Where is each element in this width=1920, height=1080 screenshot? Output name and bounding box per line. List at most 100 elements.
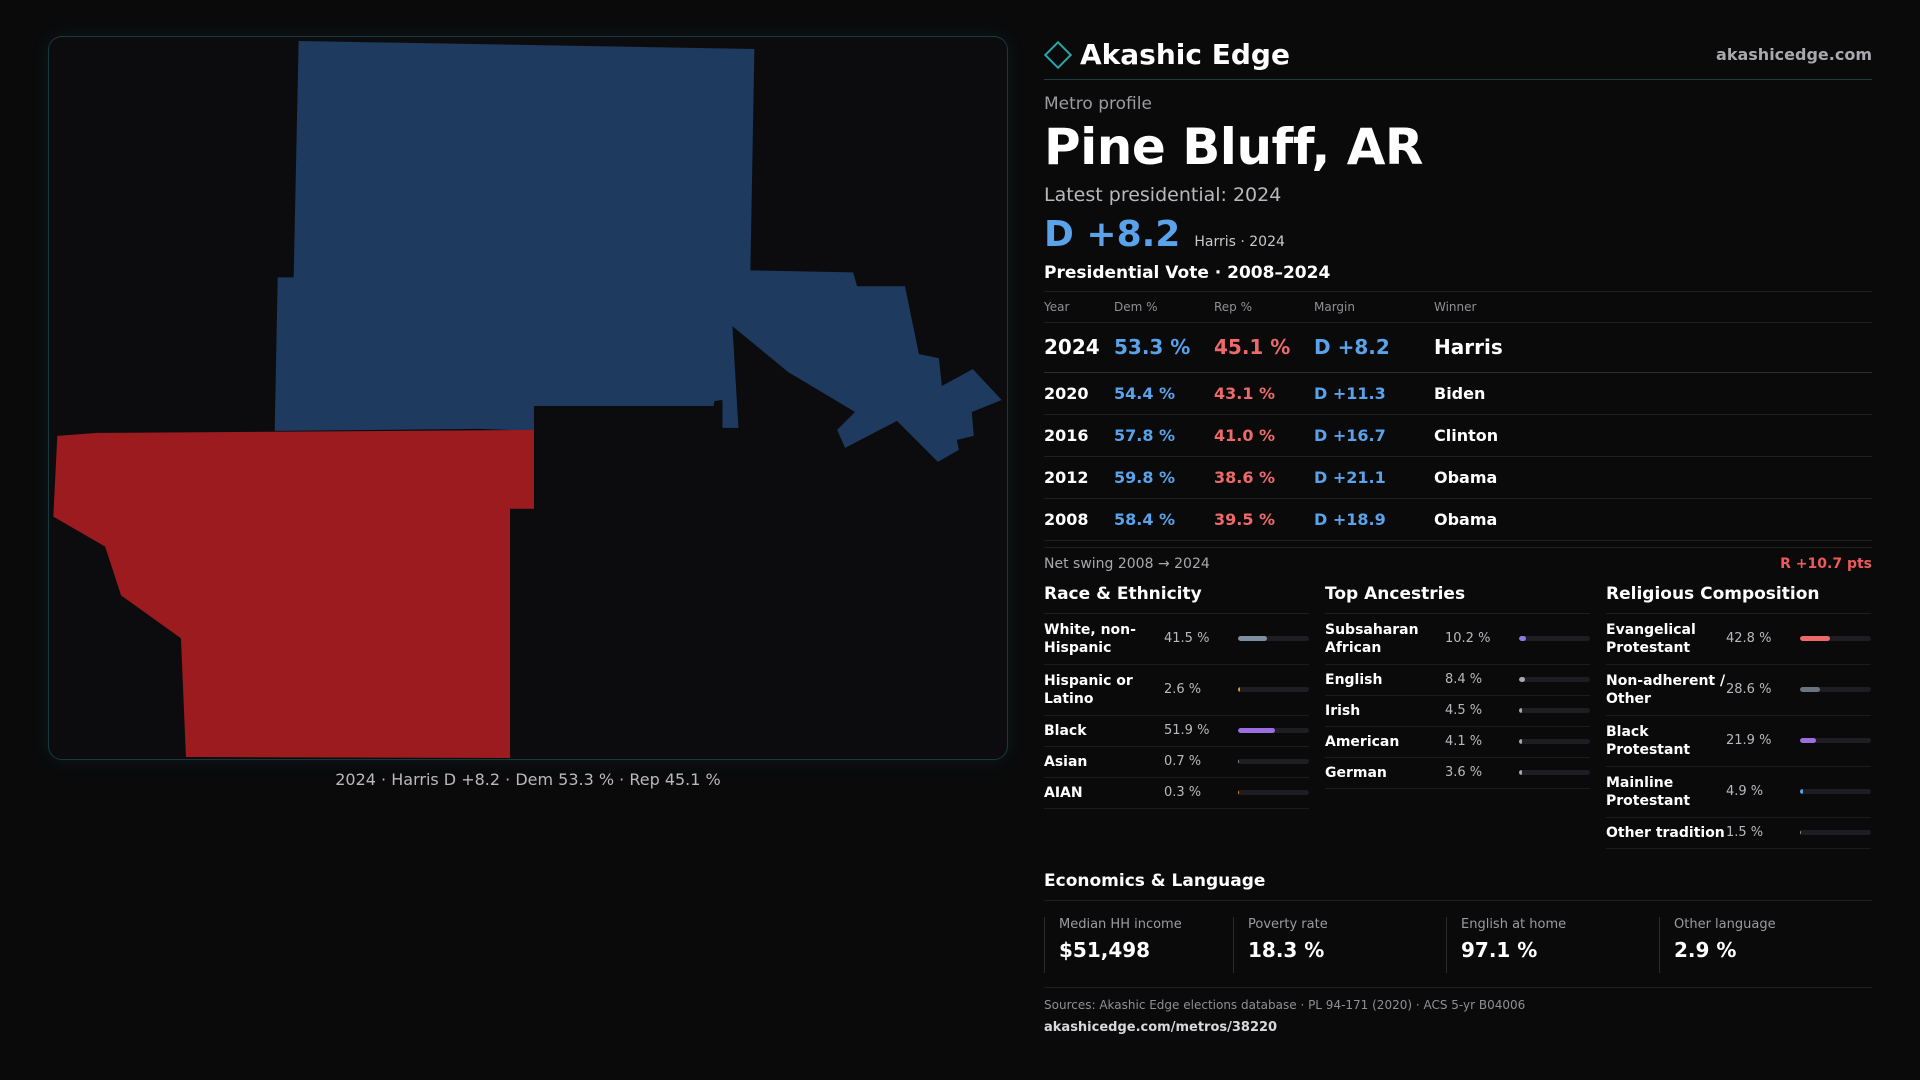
col-rep: Rep % [1214, 292, 1314, 323]
sources: Sources: Akashic Edge elections database… [1044, 986, 1872, 1035]
item-bar [1238, 759, 1309, 764]
site-header: Akashic Edge akashicedge.com [1043, 30, 1872, 80]
stat-english-at-home: English at home 97.1 % [1446, 916, 1659, 973]
item-bar [1519, 636, 1590, 641]
brand[interactable]: Akashic Edge [1043, 38, 1290, 71]
col-margin: Margin [1314, 292, 1434, 323]
latest-presidential-label: Latest presidential: 2024 [1044, 184, 1282, 206]
cell-year: 2012 [1044, 456, 1114, 499]
cell-winner: Obama [1434, 498, 1872, 541]
profile-panel: Akashic Edge akashicedge.com Metro profi… [1043, 30, 1872, 1035]
item-label: White, non-Hispanic [1044, 621, 1136, 656]
cell-dem: 54.4 % [1114, 372, 1214, 415]
item-value: 42.8 % [1726, 631, 1772, 646]
cell-dem: 53.3 % [1114, 322, 1214, 373]
item-bar [1800, 789, 1871, 794]
latest-margin-value: D +8.2 [1044, 214, 1181, 255]
item-bar [1238, 636, 1309, 641]
county-jefferson-dem[interactable] [274, 40, 1002, 462]
item-label: Mainline Protestant [1606, 774, 1691, 809]
cell-rep: 41.0 % [1214, 414, 1314, 457]
list-item: Irish 4.5 % [1325, 696, 1590, 727]
site-link[interactable]: akashicedge.com [1716, 45, 1872, 64]
list-item: White, non-Hispanic 41.5 % [1044, 614, 1309, 665]
cell-margin: D +11.3 [1314, 372, 1434, 415]
item-label: English [1325, 671, 1383, 688]
item-bar-fill [1800, 789, 1804, 794]
table-row: 2020 54.4 % 43.1 % D +11.3 Biden [1044, 372, 1872, 415]
ancestries-title: Top Ancestries [1325, 584, 1590, 614]
item-bar-fill [1519, 739, 1522, 744]
item-bar [1800, 636, 1871, 641]
item-label: Subsaharan African [1325, 621, 1419, 656]
item-value: 3.6 % [1445, 765, 1483, 780]
cell-margin: D +18.9 [1314, 498, 1434, 541]
economics-section: Economics & Language Median HH income $5… [1044, 871, 1872, 973]
stat-value: 2.9 % [1674, 937, 1737, 962]
item-bar-fill [1800, 738, 1816, 743]
item-bar-fill [1238, 790, 1240, 795]
item-bar [1519, 739, 1590, 744]
map-svg [53, 40, 1002, 759]
item-bar-fill [1800, 636, 1831, 641]
vote-table-title: Presidential Vote · 2008–2024 [1044, 263, 1872, 292]
item-value: 0.3 % [1164, 785, 1202, 800]
item-bar-fill [1519, 770, 1522, 775]
county-map[interactable] [48, 36, 1008, 760]
cell-margin: D +16.7 [1314, 414, 1434, 457]
cell-rep: 39.5 % [1214, 498, 1314, 541]
cell-year: 2020 [1044, 372, 1114, 415]
cell-winner: Clinton [1434, 414, 1872, 457]
cell-winner: Biden [1434, 372, 1872, 415]
item-bar-fill [1519, 677, 1525, 682]
stat-median-income: Median HH income $51,498 [1044, 916, 1233, 973]
item-bar-fill [1238, 728, 1275, 733]
vote-table-header: Year Dem % Rep % Margin Winner [1044, 292, 1872, 323]
cell-winner: Harris [1434, 322, 1872, 373]
item-bar [1238, 728, 1309, 733]
stat-value: $51,498 [1059, 937, 1151, 962]
cell-dem: 59.8 % [1114, 456, 1214, 499]
item-value: 4.5 % [1445, 703, 1483, 718]
net-swing: Net swing 2008 → 2024 R +10.7 pts [1044, 546, 1872, 572]
item-bar [1238, 790, 1309, 795]
table-row: 2016 57.8 % 41.0 % D +16.7 Clinton [1044, 414, 1872, 457]
item-label: German [1325, 764, 1387, 781]
race-ethnicity-section: Race & Ethnicity White, non-Hispanic 41.5… [1044, 584, 1309, 849]
item-bar [1519, 677, 1590, 682]
cell-year: 2024 [1044, 322, 1114, 373]
county-lincoln-rep[interactable] [53, 429, 534, 759]
table-row: 2024 53.3 % 45.1 % D +8.2 Harris [1044, 322, 1872, 373]
stat-value: 97.1 % [1461, 937, 1538, 962]
list-item: Non-adherent / Other 28.6 % [1606, 665, 1871, 716]
latest-margin: D +8.2 Harris · 2024 [1044, 214, 1872, 255]
cell-rep: 45.1 % [1214, 322, 1314, 373]
item-bar [1519, 708, 1590, 713]
list-item: German 3.6 % [1325, 758, 1590, 789]
race-ethnicity-title: Race & Ethnicity [1044, 584, 1309, 614]
item-value: 21.9 % [1726, 733, 1772, 748]
item-label: Black Protestant [1606, 723, 1691, 758]
item-bar-fill [1800, 830, 1802, 835]
list-item: Black Protestant 21.9 % [1606, 716, 1871, 767]
cell-rep: 38.6 % [1214, 456, 1314, 499]
list-item: English 8.4 % [1325, 665, 1590, 696]
item-label: Irish [1325, 702, 1361, 719]
item-bar [1800, 830, 1871, 835]
item-bar-fill [1238, 759, 1240, 764]
list-item: Hispanic or Latino 2.6 % [1044, 665, 1309, 716]
sources-link[interactable]: akashicedge.com/metros/38220 [1044, 1019, 1278, 1035]
item-bar [1519, 770, 1590, 775]
item-bar [1238, 687, 1309, 692]
cell-winner: Obama [1434, 456, 1872, 499]
stat-value: 18.3 % [1248, 937, 1325, 962]
economics-stats: Median HH income $51,498 Poverty rate 18… [1044, 916, 1872, 973]
item-label: Non-adherent / Other [1606, 672, 1726, 707]
table-row: 2008 58.4 % 39.5 % D +18.9 Obama [1044, 498, 1872, 541]
item-value: 51.9 % [1164, 723, 1210, 738]
economics-title: Economics & Language [1044, 871, 1872, 901]
item-label: Other tradition [1606, 824, 1725, 841]
ancestries-section: Top Ancestries Subsaharan African 10.2 % … [1325, 584, 1590, 849]
profile-subhead: Metro profile [1044, 94, 1152, 114]
list-item: Black 51.9 % [1044, 716, 1309, 747]
